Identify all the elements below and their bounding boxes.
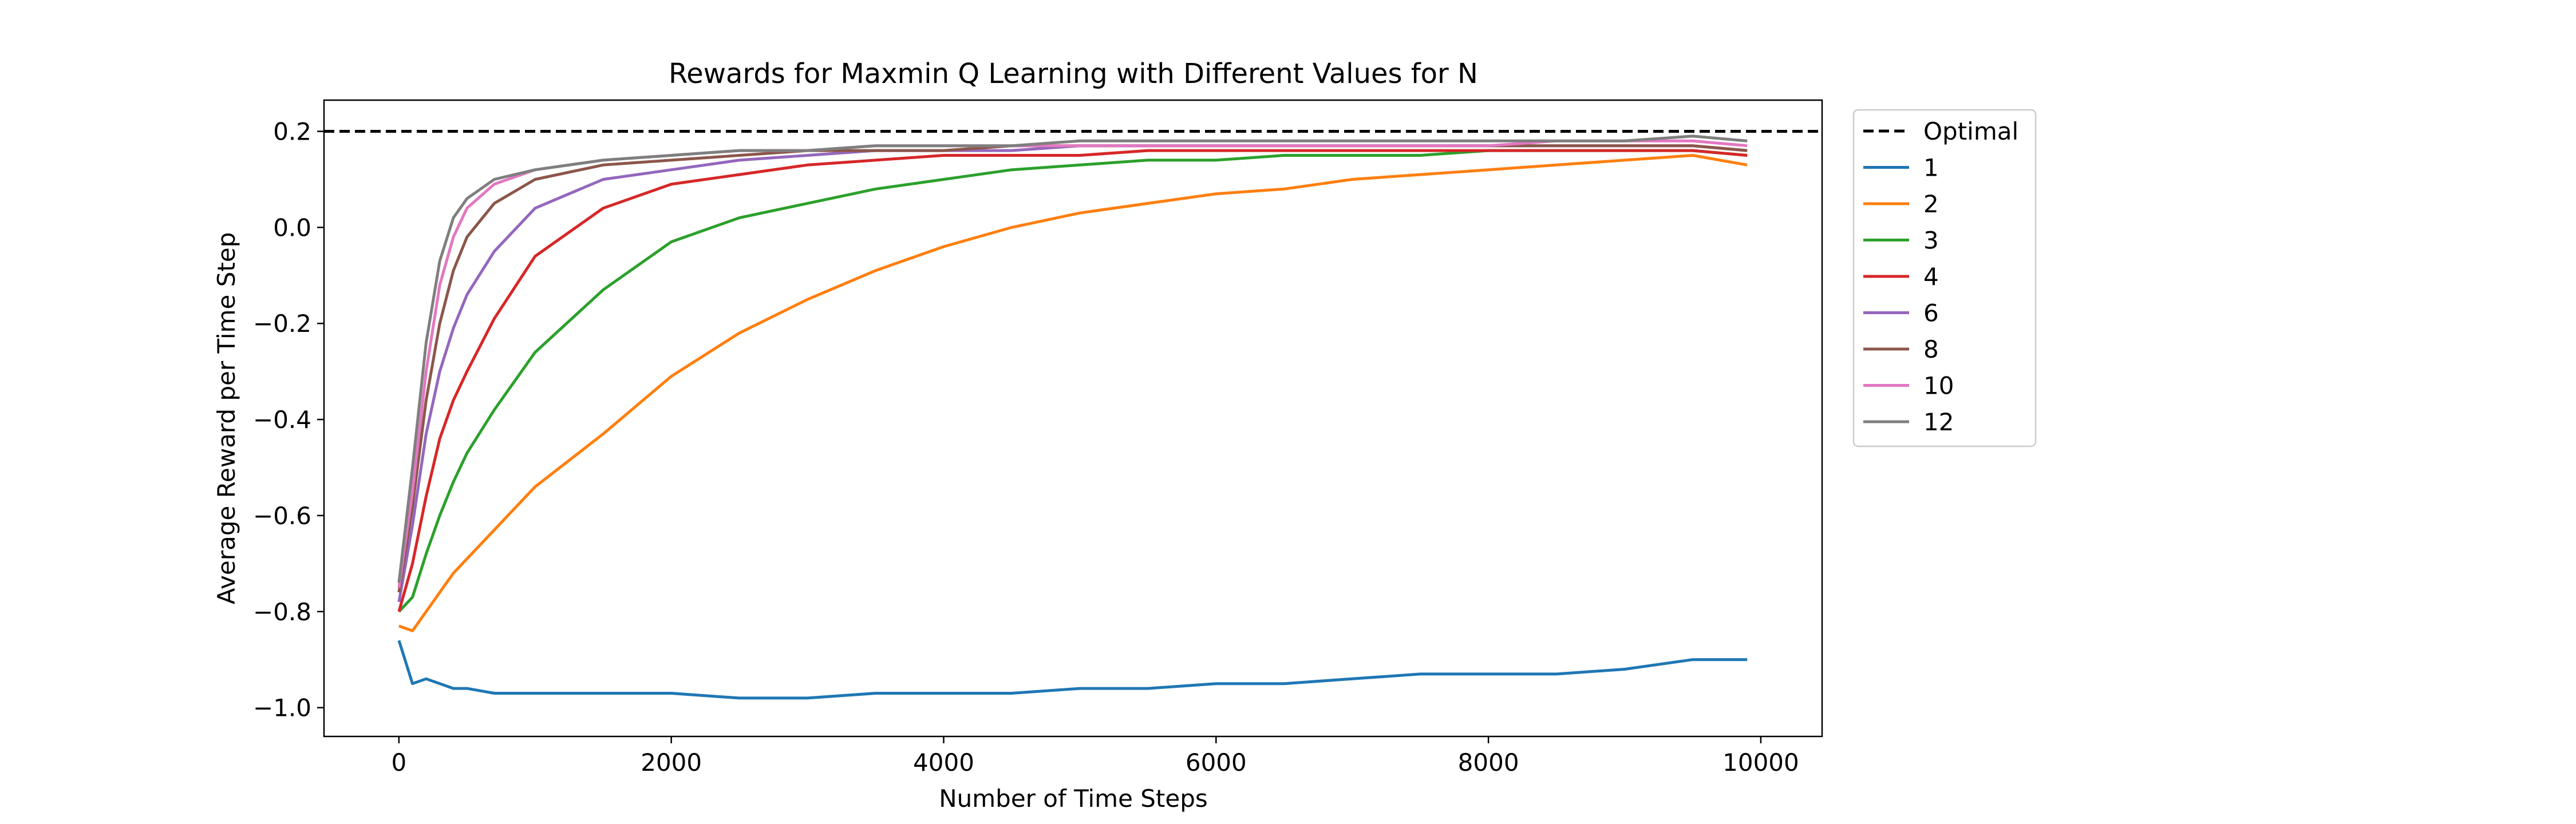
- y-tick-label: 0.0: [273, 213, 311, 241]
- series-line-2: [398, 154, 1748, 632]
- legend-label: 6: [1923, 299, 1939, 327]
- x-tick-label: 10000: [1722, 748, 1799, 777]
- x-tick-label: 6000: [1186, 748, 1247, 777]
- legend-label: Optimal: [1923, 117, 2018, 145]
- plot-area: [323, 99, 1823, 738]
- x-axis-label: Number of Time Steps: [939, 785, 1208, 813]
- y-axis: −1.0 −0.8 −0.6 −0.4 −0.2 0.0 0.2: [253, 118, 324, 722]
- y-tick-label: −0.4: [253, 406, 311, 434]
- x-axis: 0 2000 4000 6000 8000 10000: [391, 736, 1799, 777]
- y-tick-label: −0.2: [253, 310, 311, 338]
- series-line-1: [397, 640, 1748, 700]
- legend-label: 8: [1923, 335, 1939, 363]
- series-layer: [397, 134, 1748, 700]
- plot-frame: [323, 99, 1823, 738]
- series-line-4: [397, 149, 1748, 612]
- x-tick-label: 4000: [913, 748, 974, 777]
- legend-label: 12: [1923, 408, 1954, 436]
- series-line-12: [397, 134, 1748, 583]
- x-tick-label: 8000: [1458, 748, 1519, 777]
- legend-box: [1852, 109, 2037, 447]
- y-tick-label: −1.0: [253, 694, 311, 722]
- legend-label: 1: [1923, 154, 1939, 182]
- chart-title: Rewards for Maxmin Q Learning with Diffe…: [669, 58, 1478, 90]
- legend-label: 3: [1923, 227, 1939, 255]
- y-tick-label: −0.8: [253, 598, 311, 626]
- y-tick-label: 0.2: [273, 118, 311, 146]
- y-axis-label: Average Reward per Time Step: [212, 232, 240, 604]
- x-tick-label: 0: [391, 748, 406, 777]
- y-tick-label: −0.6: [253, 502, 311, 530]
- legend-label: 10: [1923, 372, 1954, 400]
- x-tick-label: 2000: [641, 748, 702, 777]
- legend-label: 2: [1923, 190, 1939, 218]
- legend-label: 4: [1923, 263, 1939, 291]
